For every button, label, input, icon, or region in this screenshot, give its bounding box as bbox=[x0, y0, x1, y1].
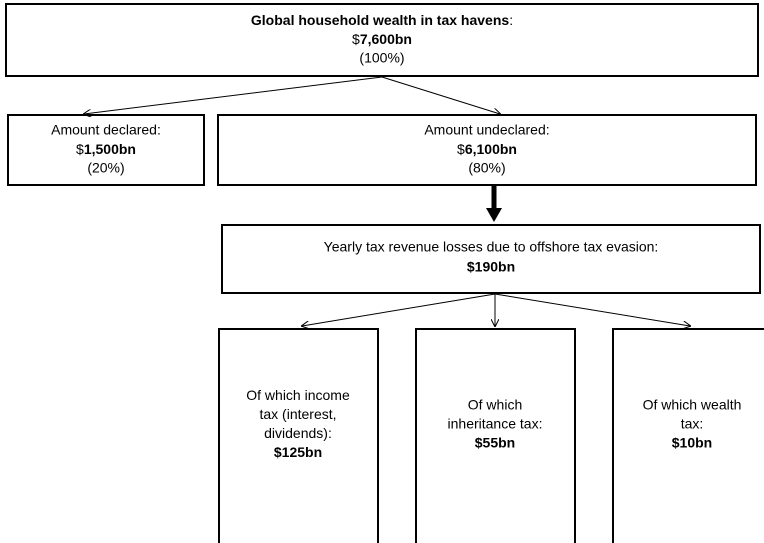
node-title: Global household wealth in tax havens: bbox=[251, 12, 513, 28]
node-share: (80%) bbox=[468, 160, 505, 176]
node-value: $55bn bbox=[475, 435, 515, 451]
node-value: $190bn bbox=[467, 259, 515, 275]
node-value: $6,100bn bbox=[457, 141, 517, 157]
node-line: Of which wealth bbox=[643, 397, 742, 413]
node-title: Amount declared: bbox=[51, 122, 161, 138]
node-box bbox=[221, 224, 761, 294]
node-box bbox=[217, 114, 757, 186]
node-line: inheritance tax: bbox=[448, 416, 543, 432]
node-box bbox=[218, 328, 379, 543]
arrow bbox=[302, 293, 496, 326]
arrow bbox=[494, 293, 690, 326]
node-box bbox=[415, 328, 576, 543]
node-value: $1,500bn bbox=[76, 141, 136, 157]
node-line: Of which bbox=[468, 397, 522, 413]
node-line: tax (interest, bbox=[259, 406, 336, 422]
node-line: Of which income bbox=[246, 387, 350, 403]
node-box bbox=[5, 3, 759, 77]
node-value: $10bn bbox=[672, 435, 712, 451]
node-title: Yearly tax revenue losses due to offshor… bbox=[324, 239, 659, 255]
node-line: dividends): bbox=[264, 425, 332, 441]
node-value: $7,600bn bbox=[352, 31, 412, 47]
node-share: (100%) bbox=[359, 50, 404, 66]
node-title: Amount undeclared: bbox=[424, 122, 549, 138]
arrow bbox=[84, 76, 383, 114]
node-value: $125bn bbox=[274, 444, 322, 460]
node-box bbox=[612, 328, 764, 543]
arrow-head bbox=[486, 208, 502, 222]
node-box bbox=[7, 114, 205, 186]
node-share: (20%) bbox=[87, 160, 124, 176]
node-line: tax: bbox=[681, 416, 704, 432]
arrow bbox=[381, 76, 500, 114]
bottom-nodes: Of which income tax (interest, dividends):… bbox=[246, 387, 741, 460]
